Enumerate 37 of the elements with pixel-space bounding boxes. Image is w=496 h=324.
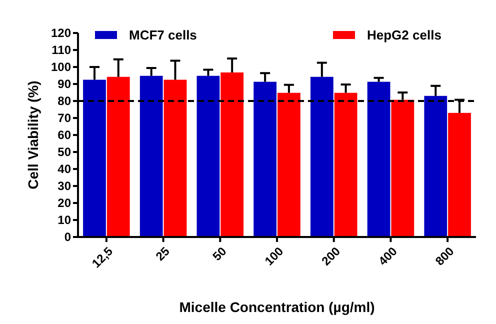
y-tick-label: 20 <box>58 196 72 210</box>
y-tick-label: 80 <box>58 94 72 108</box>
bar <box>106 76 130 237</box>
bar <box>278 92 300 237</box>
y-tick-label: 60 <box>58 128 72 142</box>
x-tick-label: 50 <box>210 244 230 264</box>
bar <box>367 82 390 237</box>
y-tick-label: 90 <box>58 77 72 92</box>
bar <box>448 112 471 237</box>
bar <box>334 92 358 237</box>
y-tick-label: 0 <box>64 230 72 244</box>
y-axis-title: Cell Viability (%) <box>25 80 41 190</box>
bar <box>310 76 334 237</box>
bar <box>424 96 448 237</box>
bar <box>140 76 163 237</box>
x-tick-label: 400 <box>376 244 400 268</box>
y-tick-label: 10 <box>58 213 72 228</box>
bar <box>254 82 276 237</box>
x-tick-label: 800 <box>432 244 457 268</box>
y-tick-label: 100 <box>50 60 72 74</box>
bar <box>196 76 220 237</box>
bar <box>164 80 187 237</box>
x-axis-title: Micelle Concentration (µg/ml) <box>179 299 375 315</box>
y-tick-label: 70 <box>58 111 72 126</box>
bar <box>83 80 106 237</box>
bar <box>220 72 244 237</box>
legend-label: HepG2 cells <box>367 28 442 43</box>
bar <box>391 100 414 237</box>
x-tick-label: 100 <box>262 244 286 268</box>
x-tick-label: 25 <box>153 244 173 264</box>
x-tick-label: 200 <box>318 244 344 268</box>
y-tick-label: 120 <box>50 26 72 40</box>
y-tick-label: 110 <box>52 43 72 58</box>
y-tick-label: 40 <box>58 162 72 176</box>
y-tick-label: 30 <box>58 179 72 194</box>
legend-label: MCF7 cells <box>129 28 197 43</box>
y-tick-label: 50 <box>58 145 72 160</box>
